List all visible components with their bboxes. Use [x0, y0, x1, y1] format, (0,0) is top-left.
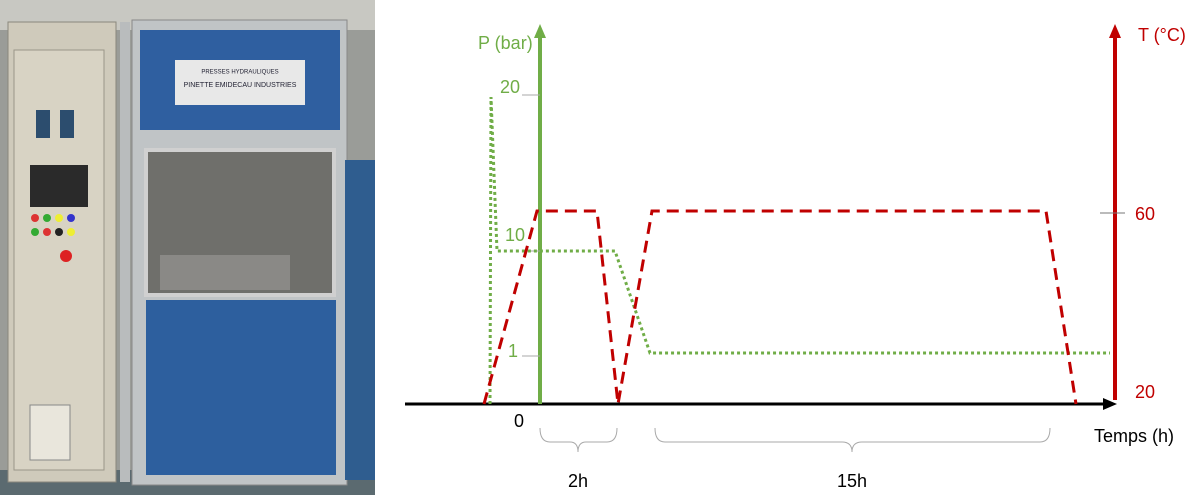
- duration-label: 15h: [837, 471, 867, 491]
- axes: [405, 24, 1125, 410]
- axis-title: P (bar): [478, 33, 533, 53]
- pressure-curve: [488, 96, 1110, 405]
- tick-label: 20: [1135, 382, 1155, 402]
- brace: [539, 427, 618, 453]
- duration-label: 2h: [568, 471, 588, 491]
- tick-label: 20: [500, 77, 520, 97]
- temperature-curve: [482, 209, 1078, 405]
- plate-text: PINETTE EMIDECAU INDUSTRIES: [184, 82, 297, 89]
- axis-title: T (°C): [1138, 25, 1186, 45]
- plate-text: PRESSES HYDRAULIQUES: [201, 70, 278, 76]
- axis-title: Temps (h): [1094, 426, 1174, 446]
- origin-label: 0: [514, 411, 524, 431]
- tick-label: 60: [1135, 204, 1155, 224]
- tick-label: 1: [508, 341, 518, 361]
- photo: PRESSES HYDRAULIQUES PINETTE EMIDECAU IN…: [0, 0, 375, 495]
- tick-label: 10: [505, 225, 525, 245]
- brace: [654, 427, 1051, 453]
